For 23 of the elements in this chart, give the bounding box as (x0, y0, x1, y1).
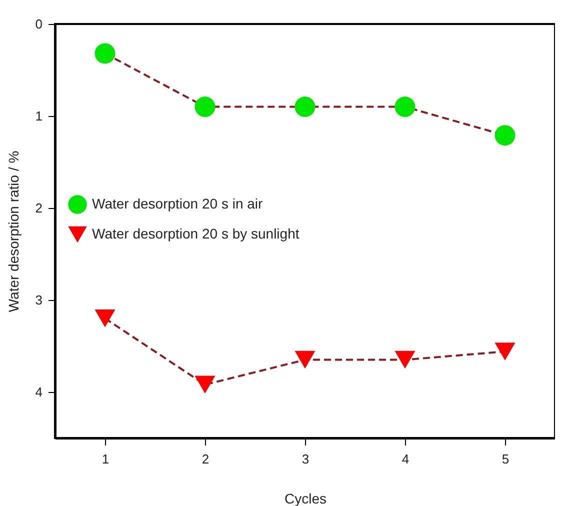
point (194, 376, 216, 394)
point (194, 96, 216, 118)
y-tick-label: 0 (35, 16, 42, 32)
point (394, 96, 416, 118)
point (394, 350, 416, 369)
x-tick-label: 1 (102, 452, 110, 466)
y-tick-label: 4 (35, 384, 42, 400)
point (494, 125, 516, 146)
x-tick-label: 3 (302, 452, 310, 466)
x-tick-label: 5 (502, 452, 510, 466)
x-tick-label: 2 (202, 452, 210, 466)
legend-label: Water desorption 20 s in air (92, 196, 264, 212)
point (94, 43, 116, 64)
point (494, 342, 516, 360)
point (294, 350, 316, 369)
y-tick-label: 3 (35, 292, 42, 308)
y-axis-title: Water desorption ratio / % (5, 150, 22, 312)
legend-label: Water desorption 20 s by sunlight (92, 226, 300, 242)
y-tick-label: 2 (35, 200, 42, 216)
x-tick-label: 4 (402, 452, 410, 466)
y-tick-label: 1 (35, 108, 42, 124)
point (294, 96, 316, 118)
point (94, 310, 116, 328)
